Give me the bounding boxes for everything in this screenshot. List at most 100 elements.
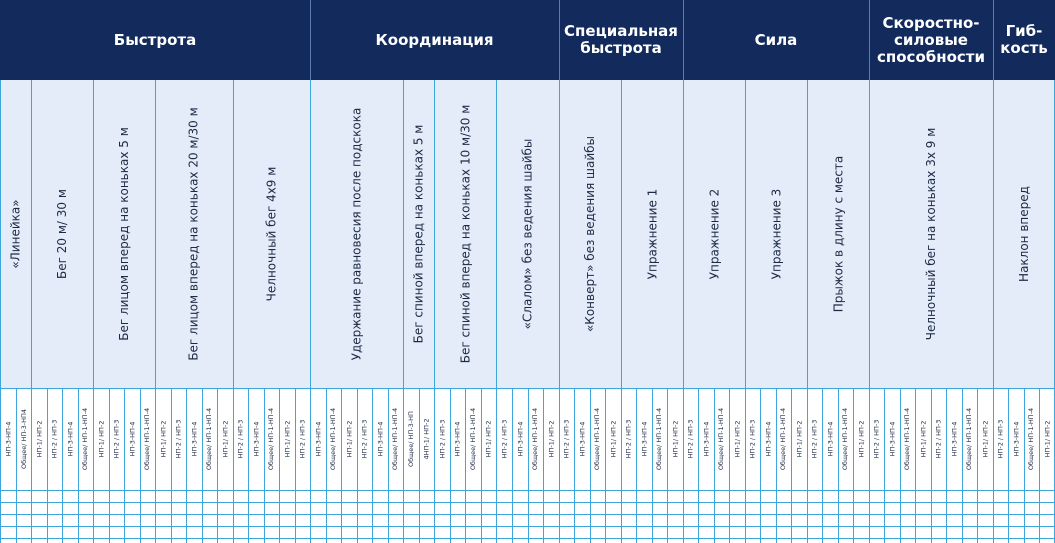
header-divider [993, 0, 994, 80]
column-line [683, 80, 684, 543]
group-label: НП-2 / НП-3 [562, 419, 571, 459]
column-line [822, 388, 823, 543]
group-label: НП-1/ НП-2 [484, 420, 493, 458]
group-cell: НП-3-НП-4 [62, 388, 78, 490]
group-label: НП-1/ НП-2 [919, 420, 927, 458]
group-label: 4НП-1/ НП-2 [422, 418, 431, 460]
group-cell: НП-1/ НП-2 [543, 388, 559, 490]
group-label: НП-1/ НП-2 [609, 420, 617, 458]
column-line [667, 388, 668, 543]
column-line [155, 80, 156, 543]
column-line [915, 388, 916, 543]
column-line [931, 388, 932, 543]
group-cell: НП-2 / НП-3 [295, 388, 310, 490]
group-cell: НП-2 / НП-3 [357, 388, 372, 490]
group-label: НП-3-НП-4 [1012, 421, 1021, 457]
column-line [698, 388, 699, 543]
column-line [729, 388, 730, 543]
column-line [977, 388, 978, 543]
test-name: Бег спиной вперед на коньках 5 м [411, 124, 426, 344]
group-cell: Общее/ НП-1-НП-4 [465, 388, 481, 490]
group-label: Общее/ НП-1-НП-4 [81, 407, 90, 471]
column-line [559, 80, 560, 543]
column-line [403, 80, 404, 543]
group-label: НП-1/ НП-2 [671, 420, 679, 458]
group-label: НП-1/ НП-2 [795, 420, 803, 458]
group-cell: НП-3-НП-4 [1008, 388, 1024, 490]
column-line [78, 388, 79, 543]
group-cell: НП-3-НП-4 [512, 388, 528, 490]
group-cell: НП-1/ НП-2 [667, 388, 683, 490]
group-label: Общее/ НП-1-НП-4 [717, 407, 726, 471]
group-cell: НП-1/ НП-2 [853, 388, 869, 490]
group-cell: Общее/ НП-1-НП-4 [714, 388, 729, 490]
group-label: Общее/ НП-3-НП [407, 411, 416, 467]
group-label: Общее/ НП-1-НП-4 [329, 407, 338, 471]
group-label: НП-2 / НП-3 [298, 419, 307, 459]
column-line [776, 388, 777, 543]
column-line [807, 80, 808, 543]
column-line [124, 388, 125, 543]
column-line [853, 388, 854, 543]
row-line [0, 526, 1055, 527]
row-line [0, 514, 1055, 515]
group-cell: НП-2 / НП-3 [869, 388, 884, 490]
group-cell: НП-2 / НП-3 [807, 388, 822, 490]
group-cell: НП-3-НП-4 [372, 388, 388, 490]
group-cell: НП-3-НП-4 [574, 388, 590, 490]
test-name-cell: Бег 20 м/ 30 м [31, 80, 93, 388]
column-line [714, 388, 715, 543]
group-cell: НП-3-НП-4 [946, 388, 962, 490]
test-name-cell: «Слалом» без ведения шайбы [496, 80, 559, 388]
test-name: Бег лицом вперед на коньках 20 м/30 м [187, 107, 202, 361]
column-line [0, 80, 1, 543]
column-line [434, 80, 435, 543]
group-label: НП-1/ НП-2 [159, 420, 167, 458]
test-name-cell: Челночный бег на коньках 3х 9 м [869, 80, 993, 388]
group-cell: НП-3-НП-4 [822, 388, 838, 490]
test-name-cell: Челночный бег 4х9 м [233, 80, 310, 388]
group-label: Общее/ НП-1-НП-4 [965, 407, 974, 471]
test-name: «Слалом» без ведения шайбы [520, 138, 535, 330]
group-label: НП-2 / НП-3 [236, 419, 245, 459]
group-label: НП-1/ НП-2 [97, 420, 105, 458]
group-cell: НП-3-НП-4 [248, 388, 264, 490]
group-label: НП-3-НП-4 [4, 421, 13, 457]
group-cell: НП-2 / НП-3 [233, 388, 248, 490]
group-label: Общее/ НП-1-НП-4 [469, 407, 478, 471]
group-cell: НП-1/ НП-2 [791, 388, 807, 490]
category-header: Скоростно-силовые способности [869, 0, 993, 80]
group-label: НП-2 / НП-3 [438, 419, 446, 459]
category-header: Специальная быстрота [559, 0, 683, 80]
group-cell: НП-2 / НП-3 [496, 388, 512, 490]
group-cell: Общее/ НП-1-НП-4 [326, 388, 341, 490]
group-label: НП-3-НП-4 [128, 421, 137, 457]
group-cell: НП-1/ НП-2 [155, 388, 171, 490]
group-cell: НП-2 / НП-3 [745, 388, 760, 490]
test-name: Челночный бег на коньках 3х 9 м [924, 127, 939, 341]
column-line [279, 388, 280, 543]
row-line [0, 502, 1055, 503]
group-label: НП-2 / НП-3 [500, 419, 508, 459]
column-line [341, 388, 342, 543]
column-line [760, 388, 761, 543]
group-cell: Общее/ НП-1-НП-4 [140, 388, 155, 490]
group-label: НП-2 / НП-3 [934, 419, 943, 459]
group-label: Общее/ НП-1-НП-4 [205, 407, 214, 471]
group-cell: НП-2 / НП-3 [434, 388, 450, 490]
header-divider [310, 0, 311, 80]
column-line [186, 388, 187, 543]
group-cell: НП-3-НП-4 [698, 388, 714, 490]
group-label: НП-3-НП-4 [888, 421, 897, 457]
test-name: Челночный бег 4х9 м [264, 166, 279, 302]
column-line [838, 388, 839, 543]
column-line [31, 80, 32, 543]
group-label: Общее/ НП-1-НП-4 [655, 407, 664, 471]
group-label: НП-2 / НП-3 [112, 419, 121, 459]
group-label: НП-2 / НП-3 [810, 419, 819, 459]
group-label: Общее/ НП-1-НП-4 [779, 407, 788, 471]
group-label: НП-1/ НП-2 [1043, 420, 1051, 458]
group-label: НП-1/ НП-2 [857, 420, 865, 458]
group-cell: НП-1/ НП-2 [977, 388, 993, 490]
group-label: Общее/ НП-1-НП-4 [841, 407, 850, 471]
